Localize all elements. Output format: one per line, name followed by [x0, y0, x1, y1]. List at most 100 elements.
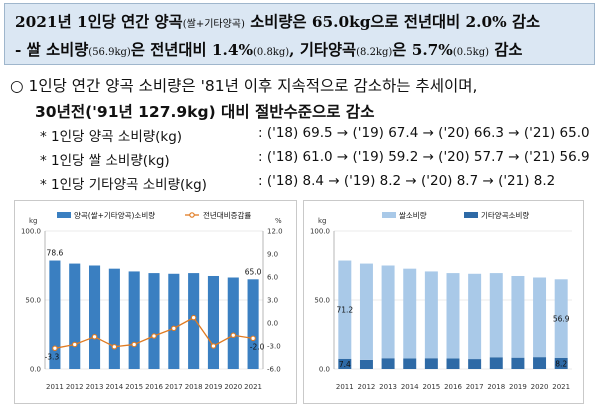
headline-line-1: 2021년 1인당 연간 양곡(쌀+기타양곡) 소비량은 65.0kg으로 전년…	[15, 10, 540, 32]
headline-2-part-f: (8.2kg)	[356, 47, 393, 58]
headline-2-part-i: 감소	[489, 41, 523, 59]
line-point	[171, 325, 177, 332]
x-tick: 2014	[401, 383, 419, 391]
x-tick: 2021	[244, 383, 262, 391]
y-tick-right: 3.0	[267, 297, 278, 305]
x-tick: 2020	[531, 383, 549, 391]
x-tick: 2014	[105, 383, 123, 391]
x-tick: 2012	[358, 383, 376, 391]
y-unit-right: %	[275, 217, 282, 225]
x-tick: 2016	[145, 383, 163, 391]
y-tick-left: 0.0	[30, 366, 41, 374]
legend-label-total: 양곡(쌀+기타양곡)소비량	[74, 211, 155, 220]
bar-other-grain	[446, 358, 460, 369]
y-tick-right: -6.0	[267, 366, 281, 374]
data-label-last-rice: 56.9	[553, 315, 570, 324]
bar-other-grain	[359, 359, 373, 369]
bar-total	[88, 265, 101, 369]
x-tick: 2018	[185, 383, 203, 391]
chart-total-svg: kg % 100.0 50.0 0.0 12.0 9.0 6.0 3.0 0.0 -3.0 -6.0 2…	[21, 210, 283, 391]
data-label-first-bar: 78.6	[47, 249, 64, 258]
bar-other-grain	[424, 358, 438, 369]
x-tick: 2015	[422, 383, 440, 391]
stat-label-total: * 1인당 양곡 소비량(kg)	[40, 129, 183, 145]
stat-values-rice: : ('18) 61.0 → ('19) 59.2 → ('20) 57.7 →…	[258, 149, 590, 165]
headline-2-part-a: - 쌀 소비량	[15, 41, 89, 59]
y-tick-right: 12.0	[267, 228, 283, 236]
stat-values-total: : ('18) 69.5 → ('19) 67.4 → ('20) 66.3 →…	[258, 125, 590, 141]
stat-label-other: * 1인당 기타양곡 소비량(kg)	[40, 177, 207, 193]
legend-swatch-other	[464, 212, 478, 218]
bar-total	[247, 279, 259, 369]
x-tick: 2012	[66, 383, 84, 391]
line-point	[250, 335, 256, 342]
bar-total	[108, 268, 120, 369]
bar-other-grain	[381, 358, 395, 369]
y-tick-left: 100.0	[310, 228, 330, 236]
bar-total	[49, 260, 61, 369]
x-tick: 2017	[165, 383, 183, 391]
bar-total	[227, 277, 239, 369]
bar-rice	[533, 277, 547, 358]
headline-2-part-h: (0.5kg)	[452, 47, 490, 58]
data-label-last-bar: 65.0	[245, 267, 262, 276]
stat-values-other: : ('18) 8.4 → ('19) 8.2 → ('20) 8.7 → ('…	[258, 173, 556, 189]
bar-rice	[468, 273, 482, 360]
line-point	[190, 314, 197, 321]
headline-2-part-d: (0.8kg)	[253, 47, 290, 58]
bar-other-grain	[554, 357, 568, 369]
y-tick-right: 9.0	[267, 251, 278, 259]
x-tick: 2015	[125, 383, 143, 391]
y-tick-left: 50.0	[314, 297, 330, 305]
bar-rice	[381, 265, 395, 359]
x-tick: 2013	[379, 383, 397, 391]
line-point	[71, 341, 78, 348]
line-point	[210, 343, 217, 349]
y-tick-right: 0.0	[267, 320, 278, 328]
legend-swatch-total	[57, 212, 71, 218]
x-tick: 2016	[444, 383, 462, 391]
bar-total	[207, 275, 220, 369]
chart-rice-other: kg 100.0 50.0 0.0 2011 2012 2013 2014 2015 2016 20…	[303, 200, 584, 404]
data-label-first-line: -3.3	[45, 352, 60, 361]
legend-label-rate: 전년대비증감률	[203, 210, 251, 220]
line-point	[91, 334, 98, 340]
data-label-last-line: -2.0	[250, 342, 265, 351]
summary-line-2: 30년전('91년 127.9kg) 대비 절반수준으로 감소	[35, 103, 375, 121]
line-point	[151, 333, 157, 339]
y-tick-left: 100.0	[21, 228, 41, 236]
chart-total-consumption: kg% 100.0 50.0 0.0 12.0 9.0 6.0 3.0 0.0 -3.0 -6.0 2…	[14, 200, 297, 404]
headline-line-2: - 쌀 소비량(56.9kg)은 전년대비 1.4%(0.8kg), 기타양곡(…	[15, 38, 523, 60]
x-tick: 2013	[86, 383, 104, 391]
line-point	[131, 341, 137, 348]
y-tick-left: 0.0	[319, 366, 330, 374]
y-unit-left: kg	[29, 217, 38, 225]
x-tick: 2019	[205, 383, 223, 391]
bar-other-grain	[533, 357, 547, 369]
legend-label-other: 기타양곡소비량	[481, 211, 529, 220]
data-label-last-other: 8.2	[555, 359, 567, 368]
line-point	[111, 344, 118, 350]
x-tick: 2019	[509, 383, 527, 391]
bar-total	[188, 273, 200, 369]
line-point	[52, 345, 58, 352]
bar-rice	[359, 263, 373, 360]
bar-total	[148, 273, 160, 369]
bar-rice	[424, 271, 438, 359]
bar-other-grain	[468, 359, 482, 369]
bar-rice	[446, 273, 460, 359]
y-tick-left: 50.0	[25, 297, 41, 305]
bar-rice	[403, 268, 417, 359]
x-tick: 2011	[46, 383, 64, 391]
legend-marker-rate	[189, 212, 195, 218]
bar-rice	[489, 273, 503, 358]
bar-total	[168, 273, 180, 369]
bar-other-grain	[403, 358, 417, 369]
headline-2-part-b: (56.9kg)	[88, 47, 131, 58]
bar-other-grain	[489, 357, 503, 369]
data-label-first-rice: 71.2	[336, 306, 353, 315]
bar-rice	[554, 279, 568, 358]
stat-label-rice: * 1인당 쌀 소비량(kg)	[40, 153, 170, 169]
data-label-first-other: 7.4	[339, 360, 351, 369]
line-point	[230, 332, 237, 339]
